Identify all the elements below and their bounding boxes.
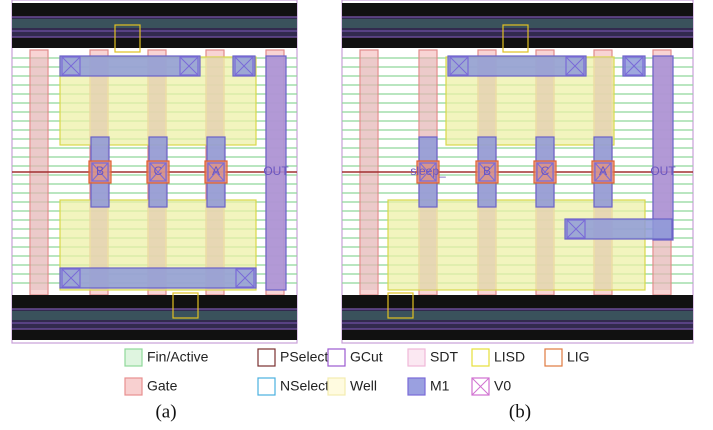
- rail-fin: [12, 311, 297, 320]
- gcut: [387, 292, 414, 319]
- gate-overlap: [31, 57, 47, 290]
- via: [234, 56, 254, 76]
- legend-label: Well: [350, 378, 377, 394]
- via: [449, 56, 469, 76]
- via-cross: [207, 162, 225, 182]
- legend-label: V0: [494, 378, 511, 394]
- legend-label: NSelect: [280, 378, 329, 394]
- legend-label: Fin/Active: [147, 349, 209, 365]
- via-cross: [566, 219, 586, 239]
- lisd: [387, 199, 646, 291]
- via-cross: [234, 56, 254, 76]
- rail-fin: [342, 19, 693, 28]
- via: [91, 162, 109, 182]
- via: [61, 268, 81, 288]
- via: [419, 162, 437, 182]
- legend-swatch: [327, 348, 346, 367]
- gcut: [172, 292, 199, 319]
- legend-swatch: [257, 348, 276, 367]
- via-cross: [624, 56, 644, 76]
- rail-m1: [342, 309, 693, 329]
- pin-label: B: [483, 164, 491, 178]
- legend-cross: [471, 377, 490, 396]
- legend-label: M1: [430, 378, 450, 394]
- via-cross: [565, 56, 585, 76]
- legend-label: LIG: [567, 349, 590, 365]
- legend-label: PSelect: [280, 349, 328, 365]
- via-cross: [61, 268, 81, 288]
- pin-label: A: [599, 164, 607, 178]
- via-cross: [149, 162, 167, 182]
- via-cross: [179, 56, 199, 76]
- via-cross: [594, 162, 612, 182]
- via: [565, 56, 585, 76]
- legend-label: SDT: [430, 349, 458, 365]
- via: [207, 162, 225, 182]
- via-cross: [478, 162, 496, 182]
- legend-swatch: [257, 377, 276, 396]
- legend-swatch: [407, 348, 426, 367]
- m1-out: [265, 55, 287, 291]
- legend-label: LISD: [494, 349, 525, 365]
- rail-m1: [342, 17, 693, 37]
- legend-swatch: [471, 348, 490, 367]
- pin-label: A: [212, 164, 220, 178]
- via: [536, 162, 554, 182]
- rail-fin: [342, 311, 693, 320]
- legend-swatch: [124, 377, 143, 396]
- legend-swatch: [407, 377, 426, 396]
- via-cross: [91, 162, 109, 182]
- pin-label: B: [96, 164, 104, 178]
- gcut: [502, 24, 529, 53]
- rail-m1: [12, 309, 297, 329]
- pin-label: C: [154, 164, 163, 178]
- rail-m1: [12, 17, 297, 37]
- pin-label: sleep_: [410, 164, 446, 178]
- m1: [59, 267, 257, 289]
- legend-label: Gate: [147, 378, 178, 394]
- legend-swatch: [544, 348, 563, 367]
- via: [61, 56, 81, 76]
- via-cross: [536, 162, 554, 182]
- m1: [447, 55, 587, 77]
- gcut: [114, 24, 141, 53]
- caption: (a): [155, 401, 176, 422]
- via: [566, 219, 586, 239]
- rail-fin: [12, 19, 297, 28]
- via: [235, 268, 255, 288]
- m1: [564, 218, 673, 240]
- m1-out: [652, 55, 674, 241]
- legend-swatch: [124, 348, 143, 367]
- pin-label: C: [541, 164, 550, 178]
- m1: [59, 55, 201, 77]
- via-cross: [449, 56, 469, 76]
- via-cross: [61, 56, 81, 76]
- legend-label: GCut: [350, 349, 383, 365]
- via: [624, 56, 644, 76]
- pin-label: OUT: [650, 164, 676, 178]
- via: [149, 162, 167, 182]
- via-cross: [235, 268, 255, 288]
- legend-swatch: [327, 377, 346, 396]
- gate-overlap: [361, 57, 377, 290]
- via: [179, 56, 199, 76]
- via-cross: [419, 162, 437, 182]
- caption: (b): [509, 401, 531, 422]
- via: [478, 162, 496, 182]
- pin-label: OUT: [263, 164, 289, 178]
- via: [594, 162, 612, 182]
